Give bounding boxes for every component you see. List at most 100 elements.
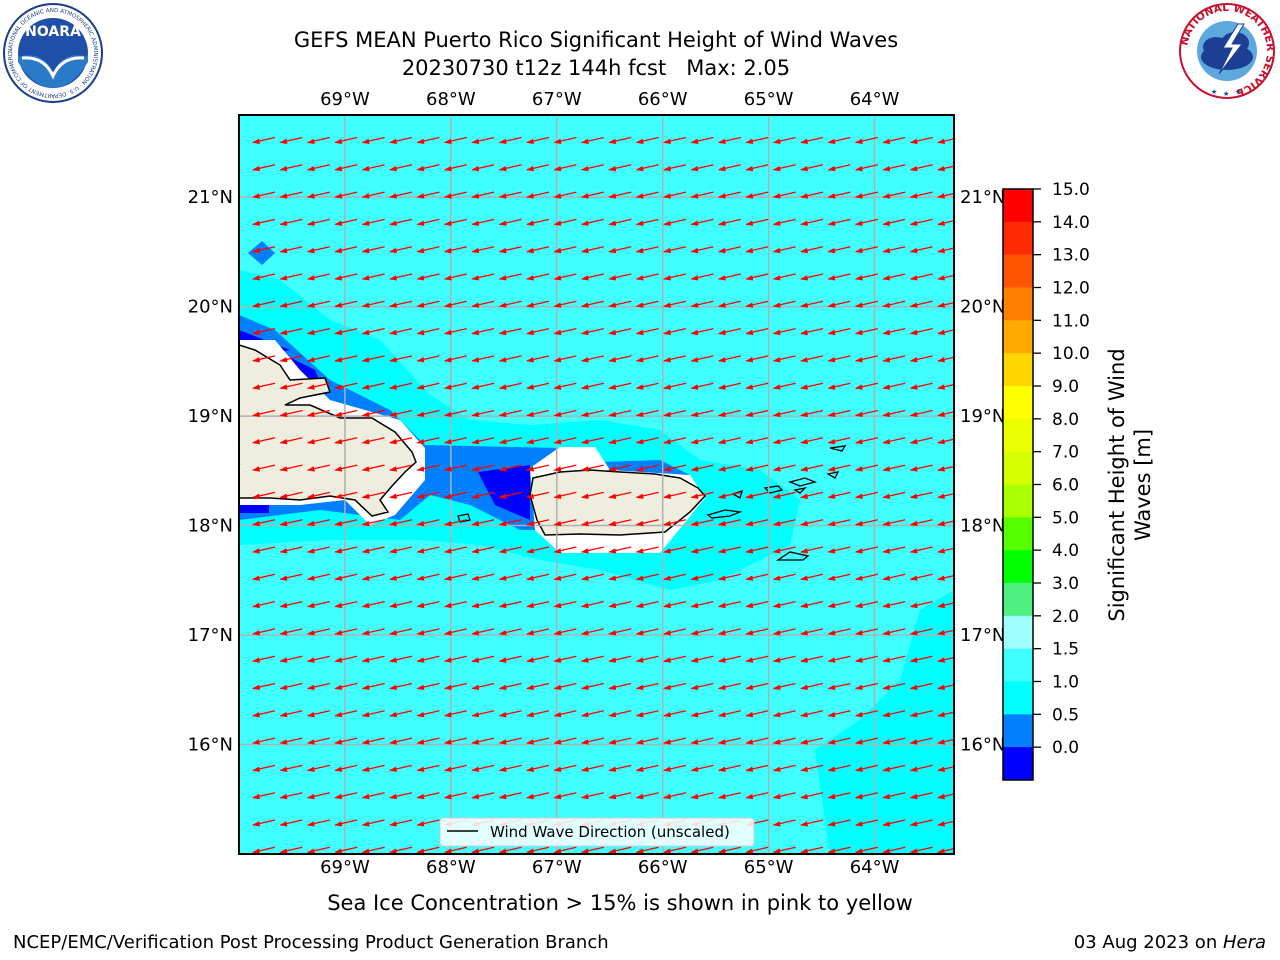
wave-arrow [909,273,933,281]
wave-arrow [498,600,522,609]
wave-arrow [526,491,550,499]
wave-arrow [526,546,550,554]
wave-arrow [443,546,467,554]
wave-arrow [306,437,330,445]
lon-label-bottom: 68°W [426,857,476,878]
colorbar-box [1003,517,1033,551]
wave-arrow [882,682,906,690]
lon-label-top: 66°W [638,89,688,110]
wave-arrow [663,409,687,417]
wave-arrow [882,792,906,800]
wave-arrow [717,218,741,226]
wave-arrow [279,819,303,827]
wave-arrow [471,409,495,417]
wave-arrow [882,546,906,554]
wave-arrow [389,437,413,445]
wave-arrow [909,300,933,308]
wave-zone-dark [478,465,530,520]
wave-arrow [471,218,495,226]
wave-arrow [690,737,714,745]
map-legend [439,817,755,847]
wave-arrow [882,191,906,199]
wave-arrow [443,382,467,390]
wave-arrow [827,491,851,499]
wave-arrow [608,600,632,609]
colorbar-tick-label: 12.0 [1052,279,1090,299]
wave-zone-medium-spot [248,241,275,265]
wave-arrow [882,437,906,445]
wave-arrow [471,710,495,718]
wave-arrow [389,355,413,363]
wave-arrow [498,246,522,254]
lon-label-bottom: 69°W [320,857,370,878]
wave-arrow [580,409,604,417]
wave-arrow [471,655,495,663]
wave-arrow [827,764,851,772]
wave-arrow [937,356,954,363]
colorbar-tick-label: 11.0 [1052,311,1090,331]
wave-arrow [361,682,385,690]
colorbar-box [1003,320,1033,354]
wave-arrow [443,600,467,609]
wave-arrow [608,846,632,854]
wave-arrow [854,382,878,390]
wave-arrow [580,491,604,499]
wave-arrow [526,846,550,854]
wave-arrow [909,164,933,172]
wave-arrow [772,409,796,417]
wave-arrow [526,764,550,772]
wave-arrow [416,819,440,827]
wave-arrow [361,327,385,336]
wave-arrow [854,300,878,308]
wave-arrow [909,628,933,636]
wave-arrow [553,409,577,417]
wave-arrow [608,437,632,445]
wave-arrow [937,220,954,226]
wave-arrow [827,519,851,527]
wave-arrow [717,246,741,254]
wave-arrow [663,355,687,363]
wave-arrow [827,682,851,690]
wave-arrow [416,409,440,417]
wave-arrow [772,546,796,554]
wave-arrow [717,300,741,308]
colorbar-tick-label: 0.5 [1052,705,1079,725]
wave-arrow [389,273,413,281]
wave-arrow [553,164,577,172]
wave-arrow [498,164,522,172]
colorbar-tick-label: 1.0 [1052,673,1079,693]
wave-arrow [580,655,604,663]
wave-arrow [663,846,687,854]
wave-arrow [663,710,687,718]
wave-arrow [800,682,824,690]
wave-arrow [252,819,276,827]
colorbar-box [1003,353,1033,387]
wave-arrow [526,682,550,690]
wave-arrow [608,355,632,363]
colorbar-box [1003,451,1033,485]
wave-arrow [745,300,769,308]
lon-label-bottom: 64°W [850,857,900,878]
wave-arrow [580,246,604,254]
wave-arrow [854,519,878,527]
wave-arrow [279,846,303,854]
wave-arrow [389,409,413,417]
wave-arrow [334,519,358,527]
wave-arrow [663,792,687,800]
wave-arrow [882,846,906,854]
wave-arrow [306,191,330,199]
wave-arrow [717,164,741,172]
wave-arrow [416,164,440,172]
wave-arrow [745,491,769,499]
wave-arrow [937,793,954,800]
wave-arrow [389,136,413,144]
lon-label-bottom: 67°W [532,857,582,878]
lon-label-top: 69°W [320,89,370,110]
wave-arrow [854,573,878,581]
wave-arrow [498,682,522,690]
wave-arrow [306,409,330,417]
wave-arrow [745,136,769,144]
wave-arrow [580,846,604,854]
wave-arrow [772,327,796,336]
lon-label-top: 64°W [850,89,900,110]
